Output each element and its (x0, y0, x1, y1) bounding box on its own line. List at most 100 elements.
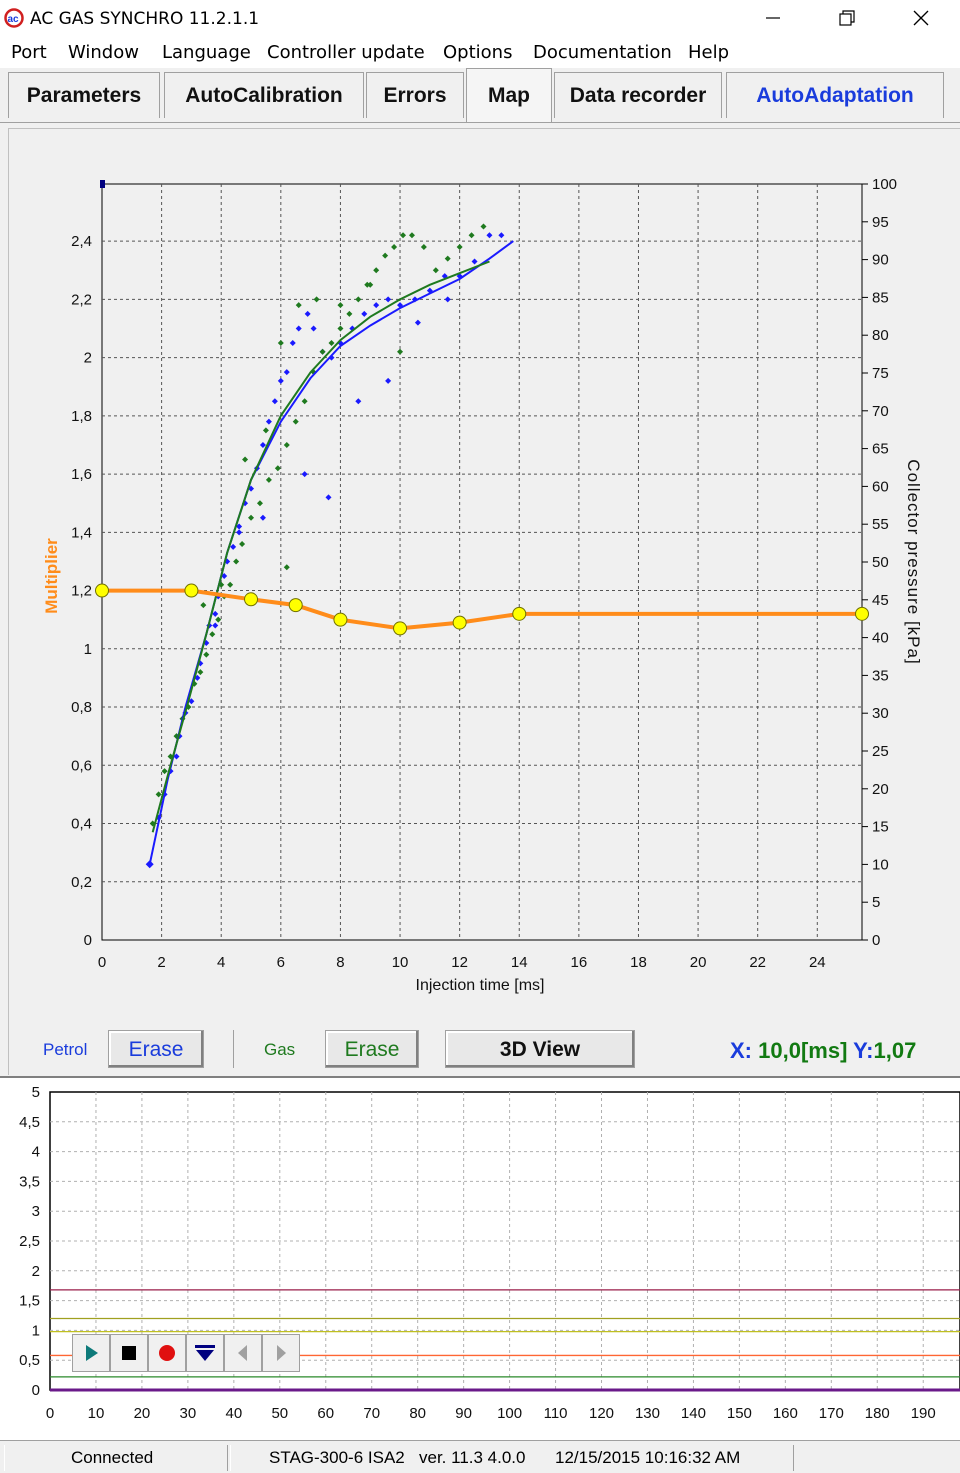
gas-point (346, 310, 353, 317)
restore-icon (839, 10, 855, 26)
gas-point (397, 348, 404, 355)
y-tick-label: 0,2 (71, 874, 92, 891)
pressure-marker (100, 180, 105, 188)
menu-options[interactable]: Options (443, 42, 513, 63)
gas-erase-button[interactable]: Erase (325, 1030, 419, 1068)
menu-window[interactable]: Window (68, 42, 139, 63)
gas-point (432, 267, 439, 274)
x-tick-label: 190 (911, 1405, 936, 1422)
map-chart[interactable]: 0 2 4 6 8 10 12 14 16 18 20 22 2400,20,40,60,811,21,… (0, 150, 960, 1030)
gas-point (262, 427, 269, 434)
gas-point (319, 348, 326, 355)
gas-point (239, 540, 246, 547)
tab-autoadaptation[interactable]: AutoAdaptation (726, 72, 944, 118)
petrol-erase-button[interactable]: Erase (108, 1030, 204, 1068)
petrol-point (486, 232, 493, 239)
x-tick-label: 22 (749, 954, 766, 971)
title-bar: ac AC GAS SYNCHRO 11.2.1.1 (0, 0, 960, 36)
y2-tick-label: 20 (872, 781, 889, 798)
multiplier-point (393, 621, 408, 636)
y-tick-label: 1,8 (71, 408, 92, 425)
x-tick-label: 14 (511, 954, 528, 971)
gas-point (215, 616, 222, 623)
close-button[interactable] (890, 0, 950, 36)
y-tick-label: 1,4 (71, 524, 92, 541)
y-tick-label: 1,2 (71, 583, 92, 600)
y-tick-label: 4,5 (19, 1114, 40, 1131)
gas-point (283, 441, 290, 448)
gas-point (200, 602, 207, 609)
play-icon (86, 1345, 98, 1361)
y-tick-label: 0,8 (71, 699, 92, 716)
petrol-point (361, 310, 368, 317)
menu-controller-update[interactable]: Controller update (267, 42, 425, 63)
x-tick-label: 12 (451, 954, 468, 971)
3d-view-button[interactable]: 3D View (445, 1030, 635, 1068)
petrol-point (259, 514, 266, 521)
gas-point (197, 669, 204, 676)
petrol-point (259, 441, 266, 448)
petrol-point (236, 529, 243, 536)
arrow-right-icon (277, 1345, 286, 1361)
record-button[interactable] (148, 1334, 186, 1372)
x-axis-label: Injection time [ms] (416, 977, 545, 994)
tab-autocalibration[interactable]: AutoCalibration (164, 72, 364, 118)
y2-tick-label: 15 (872, 819, 889, 836)
cursor-readout: X: 10,0[ms] Y:1,07 (730, 1038, 916, 1064)
y-tick-label: 2,2 (71, 291, 92, 308)
multiplier-point (512, 606, 527, 621)
petrol-label: Petrol (43, 1040, 88, 1059)
x-tick-label: 160 (773, 1405, 798, 1422)
x-tick-label: 8 (336, 954, 344, 971)
x-tick-label: 170 (819, 1405, 844, 1422)
x-tick-label: 10 (392, 954, 409, 971)
gas-point (242, 456, 249, 463)
y-axis-label: Multiplier (42, 538, 61, 614)
petrol-point (373, 302, 380, 309)
y2-tick-label: 50 (872, 554, 889, 571)
menu-help[interactable]: Help (688, 42, 730, 63)
minimize-button[interactable] (742, 0, 802, 36)
tab-data-recorder[interactable]: Data recorder (554, 72, 722, 118)
tab-errors[interactable]: Errors (366, 72, 464, 118)
y2-tick-label: 95 (872, 214, 889, 231)
gas-point (227, 581, 234, 588)
x-tick-label: 2 (157, 954, 165, 971)
y2-tick-label: 80 (872, 327, 889, 344)
x-tick-label: 24 (809, 954, 826, 971)
gas-point (373, 267, 380, 274)
y2-tick-label: 65 (872, 441, 889, 458)
tab-parameters[interactable]: Parameters (8, 72, 160, 118)
y2-tick-label: 40 (872, 630, 889, 647)
menu-language[interactable]: Language (162, 42, 251, 63)
petrol-point (471, 258, 478, 265)
menu-documentation[interactable]: Documentation (533, 42, 672, 63)
y2-tick-label: 0 (872, 932, 880, 949)
y2-tick-label: 75 (872, 365, 889, 382)
y2-tick-label: 5 (872, 894, 880, 911)
stop-button[interactable] (110, 1334, 148, 1372)
recorder-chart[interactable]: 0 10 20 30 40 50 60 70 80 90 100 110 120 130 140 150 160… (0, 1078, 960, 1438)
petrol-point (444, 296, 451, 303)
datetime: 12/15/2015 10:16:32 AM (555, 1448, 741, 1467)
petrol-point (414, 319, 421, 326)
petrol-point (271, 398, 278, 405)
previous-button[interactable] (224, 1334, 262, 1372)
download-button[interactable] (186, 1334, 224, 1372)
tab-map[interactable]: Map (466, 68, 552, 122)
y2-tick-label: 60 (872, 478, 889, 495)
device-name: STAG-300-6 ISA2 (269, 1448, 405, 1467)
next-button[interactable] (262, 1334, 300, 1372)
restore-button[interactable] (816, 0, 876, 36)
play-button[interactable] (72, 1334, 110, 1372)
x-tick-label: 100 (497, 1405, 522, 1422)
petrol-point (230, 543, 237, 550)
separator (233, 1030, 234, 1068)
x-tick-label: 20 (690, 954, 707, 971)
tab-strip: Parameters AutoCalibration Errors Map Da… (0, 68, 960, 123)
petrol-point (277, 377, 284, 384)
gas-point (203, 651, 210, 658)
y2-tick-label: 55 (872, 516, 889, 533)
menu-port[interactable]: Port (11, 42, 47, 63)
gas-point (248, 514, 255, 521)
